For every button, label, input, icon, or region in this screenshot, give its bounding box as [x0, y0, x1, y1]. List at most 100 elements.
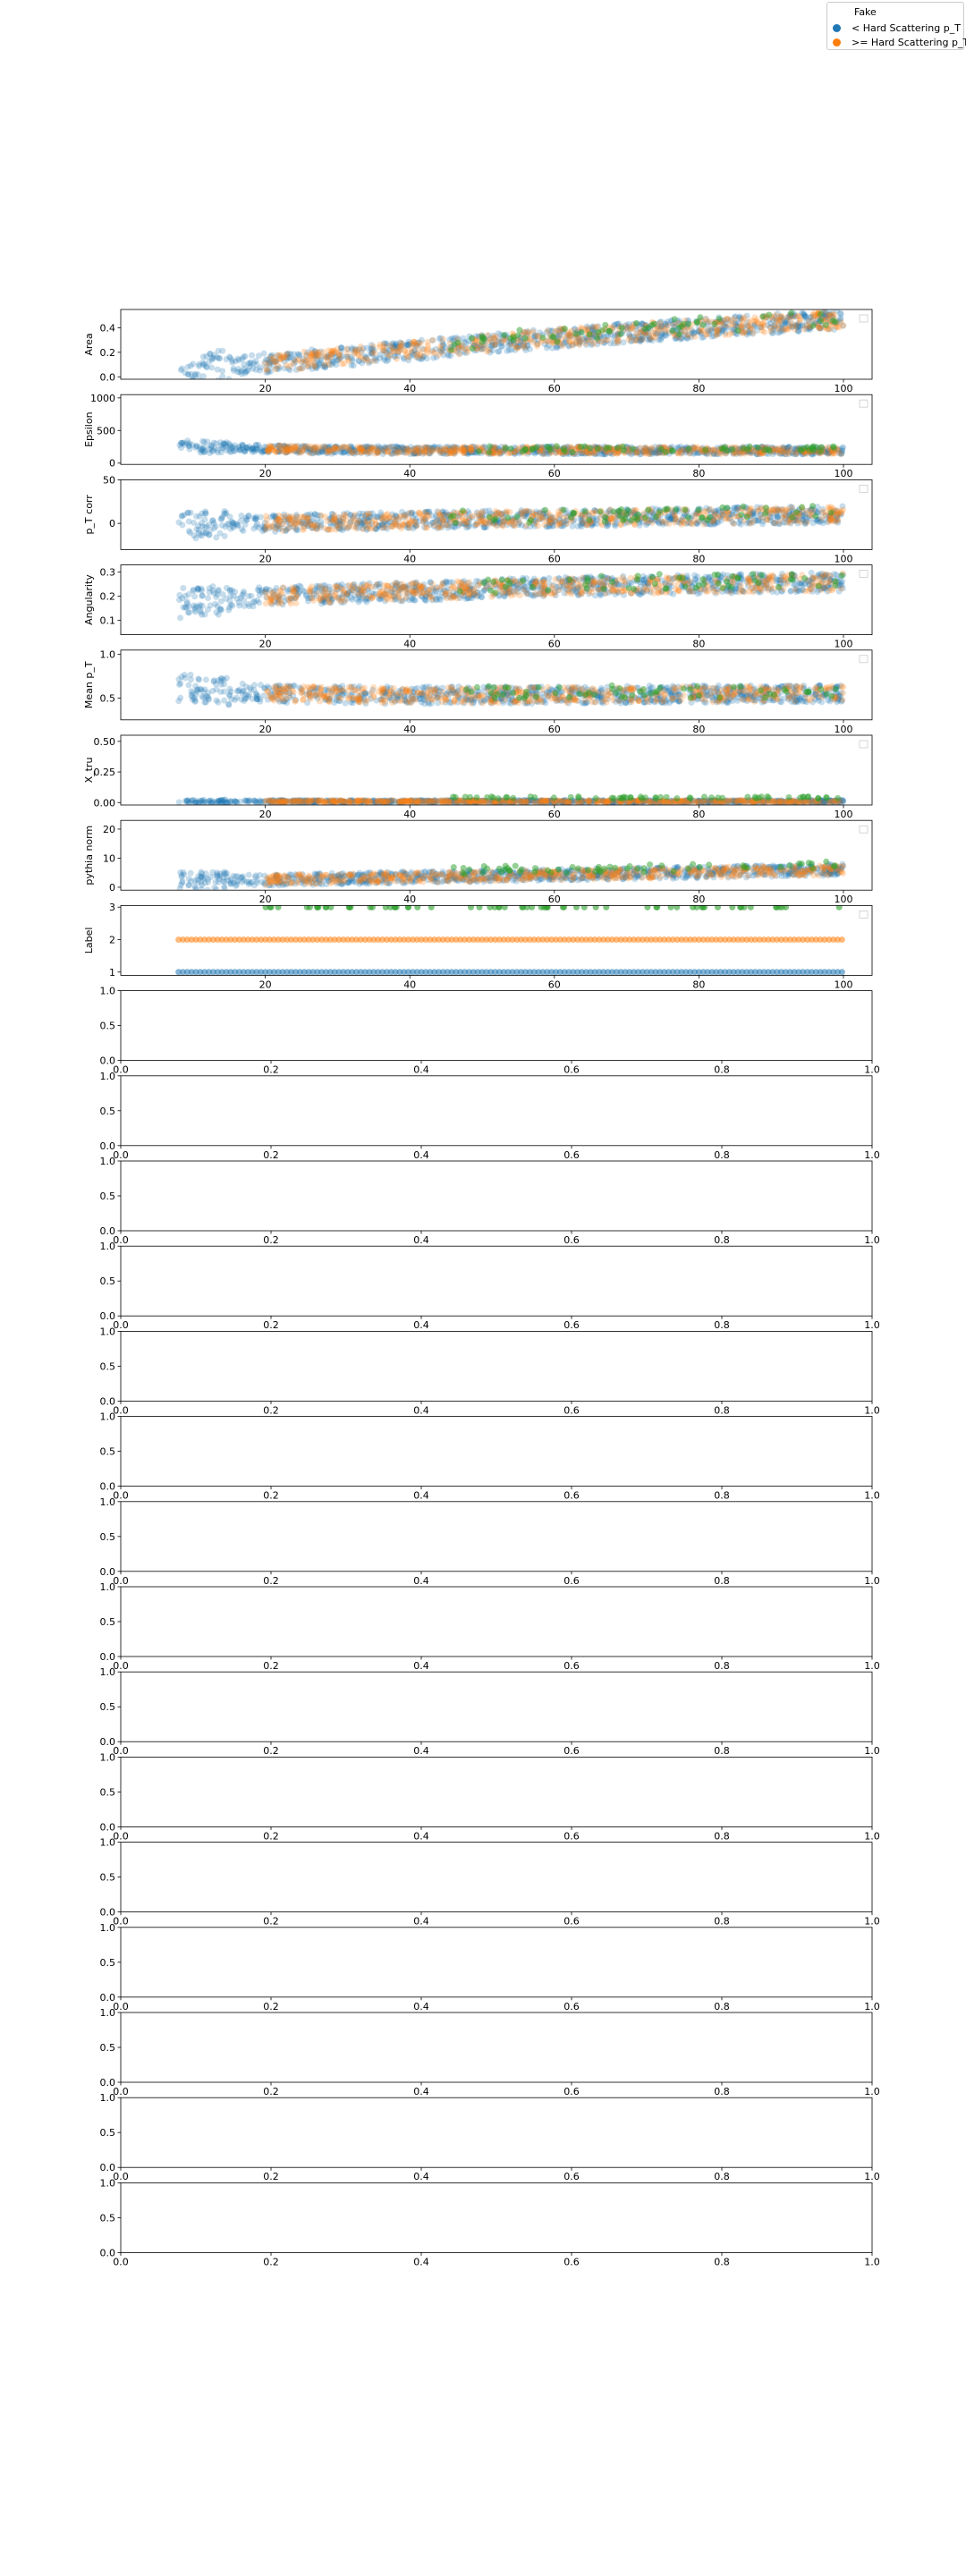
data-point: [358, 447, 365, 454]
data-point: [422, 524, 429, 531]
data-point: [645, 451, 652, 458]
data-point: [199, 445, 207, 453]
data-point: [260, 526, 267, 533]
data-point: [392, 348, 399, 355]
data-point: [206, 450, 213, 457]
data-point: [544, 337, 551, 344]
data-point: [234, 355, 242, 362]
data-point: [691, 329, 698, 336]
data-point: [335, 349, 343, 356]
data-point: [385, 353, 392, 360]
data-point: [554, 338, 561, 345]
data-point: [646, 333, 653, 340]
data-point: [710, 450, 717, 457]
data-point: [275, 442, 282, 449]
data-point: [491, 445, 498, 453]
data-point: [459, 515, 466, 522]
data-point: [674, 444, 682, 451]
data-point: [245, 592, 252, 599]
data-point: [555, 327, 562, 335]
data-point: [303, 445, 310, 453]
data-point: [287, 442, 294, 449]
data-point: [415, 509, 422, 516]
data-point: [276, 442, 284, 449]
data-point: [236, 446, 243, 453]
data-point: [184, 370, 191, 377]
data-point: [803, 326, 810, 333]
data-point: [782, 511, 789, 518]
data-point: [419, 519, 427, 526]
data-point: [311, 445, 318, 452]
data-point: [409, 352, 416, 359]
data-point: [743, 513, 750, 521]
data-point: [416, 445, 423, 452]
data-point: [776, 328, 784, 335]
data-point: [772, 312, 779, 319]
data-point: [308, 521, 315, 528]
data-point: [734, 448, 741, 455]
data-point: [446, 450, 453, 457]
data-point: [307, 511, 314, 518]
data-point: [434, 508, 441, 515]
data-point: [737, 521, 744, 528]
data-point: [553, 344, 560, 352]
data-point: [752, 517, 759, 524]
data-point: [469, 513, 476, 520]
data-point: [328, 510, 335, 517]
data-point: [300, 523, 307, 530]
data-point: [334, 518, 341, 525]
data-point: [691, 449, 698, 456]
data-point: [491, 342, 498, 349]
data-point: [491, 446, 498, 453]
data-point: [487, 336, 494, 343]
data-point: [806, 513, 813, 520]
data-point: [679, 446, 686, 453]
data-point: [708, 333, 716, 340]
data-point: [716, 326, 723, 333]
data-point: [711, 320, 718, 327]
data-point: [418, 356, 425, 363]
data-point: [404, 350, 411, 357]
data-point: [259, 448, 267, 455]
data-point: [778, 445, 785, 452]
data-point: [335, 524, 342, 531]
data-point: [352, 346, 360, 353]
data-point: [445, 352, 452, 360]
data-point: [298, 449, 305, 456]
data-point: [209, 517, 216, 524]
data-point: [243, 368, 250, 375]
data-point: [668, 447, 675, 454]
data-point: [278, 445, 285, 453]
data-point: [348, 344, 355, 352]
data-point: [745, 519, 752, 526]
data-point: [458, 445, 465, 452]
data-point: [263, 366, 270, 373]
data-point: [561, 326, 568, 333]
data-point: [269, 513, 276, 520]
x-tick-label: 40: [403, 383, 416, 394]
data-point: [201, 447, 208, 454]
data-point: [639, 320, 646, 327]
data-point: [207, 446, 214, 453]
data-point: [770, 326, 777, 334]
data-point: [753, 317, 760, 324]
data-point: [378, 524, 386, 531]
data-point: [222, 523, 229, 530]
data-point: [562, 338, 569, 345]
data-point: [638, 329, 645, 336]
data-point: [272, 366, 279, 373]
data-point: [468, 335, 475, 342]
data-point: [482, 521, 489, 528]
data-point: [176, 441, 183, 448]
data-point: [386, 519, 394, 526]
data-point: [191, 379, 198, 386]
data-point: [394, 343, 401, 351]
data-point: [797, 317, 804, 324]
data-point: [290, 523, 297, 530]
data-point: [404, 521, 411, 528]
data-point: [324, 449, 331, 456]
data-point: [475, 512, 482, 519]
data-point: [588, 342, 595, 349]
data-point: [512, 449, 519, 456]
data-point: [201, 444, 208, 451]
